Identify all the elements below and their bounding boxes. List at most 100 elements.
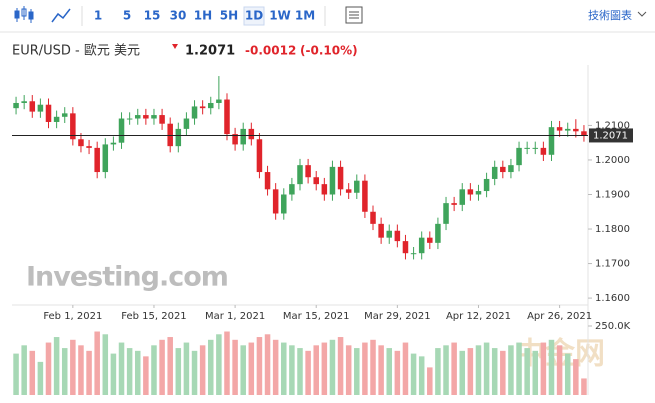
candle-body [118, 118, 125, 143]
candle-body [167, 123, 173, 147]
candle-body [289, 184, 295, 195]
volume-bar [37, 361, 44, 395]
candle-body [548, 127, 555, 155]
volume-bar [508, 345, 514, 395]
volume-bar [256, 337, 263, 395]
volume-bar [370, 339, 376, 395]
candle-body [240, 128, 246, 145]
volume-bar [167, 337, 173, 395]
dropdown-arrow[interactable] [637, 11, 647, 17]
candle-body [354, 180, 360, 193]
area-icon[interactable] [51, 8, 71, 23]
candle-body [159, 115, 165, 124]
volume-bar [297, 348, 303, 395]
volume-bar [183, 342, 190, 395]
interval-button[interactable]: 15 [144, 9, 161, 23]
x-tick-label: Feb 1, 2021 [43, 311, 102, 322]
volume-bar [29, 350, 36, 395]
interval-button[interactable]: 30 [170, 9, 187, 23]
volume-bar [564, 353, 571, 395]
candle-body [126, 118, 133, 120]
interval-button[interactable]: 1H [194, 9, 212, 23]
x-tick-label: Mar 15, 2021 [283, 311, 350, 322]
x-tick-label: Mar 29, 2021 [364, 311, 431, 322]
y-tick-label: 1.2000 [595, 155, 630, 166]
candle-body [281, 194, 287, 214]
volume-bar [556, 345, 563, 395]
candle-body [313, 177, 319, 185]
x-tick-label: Mar 1, 2021 [205, 311, 265, 322]
interval-button[interactable]: 1D [245, 9, 263, 23]
candle-body [443, 203, 449, 224]
last-price-label: 1.2071 [593, 130, 628, 141]
volume-bar [53, 337, 60, 395]
x-tick-label: Apr 26, 2021 [527, 311, 592, 322]
volume-bar [410, 353, 417, 395]
candle-body [573, 128, 579, 132]
candle-body [78, 139, 84, 147]
volume-bar [94, 331, 100, 395]
volume-bar [45, 342, 52, 395]
candle-body [29, 101, 36, 112]
volume-bar [418, 356, 425, 395]
volume-bar [240, 345, 246, 395]
candle-body [175, 128, 182, 147]
volume-bar [443, 345, 449, 395]
volume-bar [524, 348, 530, 395]
candle-body [378, 223, 384, 238]
candle-body [224, 99, 230, 135]
volume-bar [548, 339, 555, 395]
interval-button[interactable]: 5H [220, 9, 238, 23]
volume-bar [272, 339, 279, 395]
volume-bar [491, 348, 498, 395]
interval-button[interactable]: 1W [269, 9, 291, 23]
volume-bar [581, 378, 587, 395]
volume-bar [354, 348, 360, 395]
candle-body [337, 166, 344, 190]
y-tick-label: 1.1800 [595, 224, 630, 235]
volume-bar [232, 339, 238, 395]
volume-bar [143, 356, 149, 395]
candle-body [272, 189, 279, 214]
volume-bar [313, 345, 319, 395]
volume-bar [151, 345, 157, 395]
candle-body [134, 115, 141, 119]
volume-bar [126, 348, 133, 395]
volume-bar [573, 359, 579, 395]
volume-bar [483, 342, 490, 395]
volume-bar [224, 331, 230, 395]
settings-icon[interactable] [345, 6, 363, 24]
candle-body [256, 139, 263, 173]
volume-bar [216, 334, 222, 395]
candle-body [540, 147, 547, 155]
volume-bar [13, 353, 19, 395]
candle-body [86, 146, 92, 148]
interval-button[interactable]: 1 [94, 9, 102, 23]
volume-bar [329, 339, 336, 395]
candle-icon[interactable] [14, 6, 34, 23]
candle-body [151, 115, 157, 119]
volume-bar [281, 342, 287, 395]
interval-button[interactable]: 1M [295, 9, 315, 23]
candle-body [524, 147, 530, 149]
chart-link[interactable]: 技術圖表 [588, 8, 632, 22]
volume-bar [362, 342, 368, 395]
volume-bar [451, 342, 457, 395]
volume-tick-label: 250.0K [595, 321, 631, 332]
candle-body [13, 102, 19, 109]
candle-body [232, 134, 238, 145]
interval-button[interactable]: 5 [123, 9, 131, 23]
candle-body [508, 165, 514, 173]
candle-body [264, 172, 271, 190]
change-percent: (-0.10%) [300, 44, 358, 58]
candle-body [321, 184, 328, 195]
toolbar [0, 0, 655, 32]
candle-body [386, 230, 392, 238]
change: -0.0012 [245, 44, 296, 58]
volume-bar [345, 345, 352, 395]
y-tick-label: 1.1700 [595, 259, 630, 270]
volume-bar [378, 345, 384, 395]
volume-bar [394, 350, 401, 395]
candle-body [183, 118, 190, 129]
